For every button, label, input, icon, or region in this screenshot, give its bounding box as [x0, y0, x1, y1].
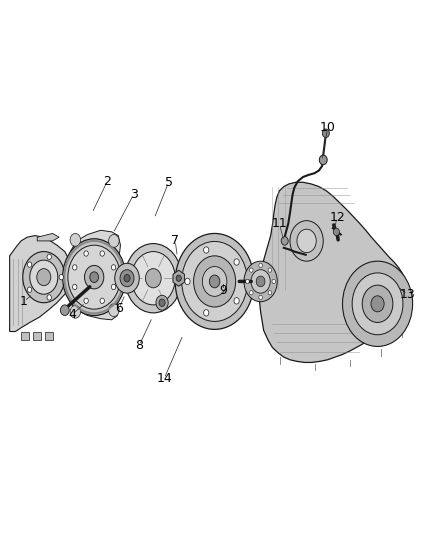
Polygon shape: [45, 332, 53, 340]
Circle shape: [256, 276, 265, 287]
Circle shape: [63, 239, 126, 316]
Circle shape: [244, 261, 277, 302]
Circle shape: [109, 304, 119, 317]
Circle shape: [23, 252, 65, 303]
Circle shape: [131, 252, 175, 305]
Circle shape: [371, 296, 384, 312]
Circle shape: [111, 265, 116, 270]
Circle shape: [73, 284, 77, 289]
Circle shape: [259, 263, 262, 268]
Circle shape: [352, 273, 403, 335]
Circle shape: [250, 290, 253, 295]
Circle shape: [159, 299, 165, 306]
Circle shape: [322, 129, 329, 138]
Circle shape: [125, 244, 182, 313]
Circle shape: [156, 295, 168, 310]
Circle shape: [28, 287, 32, 293]
Circle shape: [115, 263, 139, 293]
Text: 12: 12: [329, 211, 345, 224]
Circle shape: [100, 251, 104, 256]
Circle shape: [37, 269, 51, 286]
Circle shape: [272, 279, 276, 284]
Circle shape: [202, 266, 227, 296]
Circle shape: [246, 279, 249, 284]
Circle shape: [71, 249, 117, 305]
Circle shape: [28, 262, 32, 267]
Polygon shape: [173, 270, 184, 286]
Circle shape: [290, 221, 323, 261]
Text: 2: 2: [103, 175, 111, 188]
Text: 13: 13: [399, 288, 415, 301]
Text: 11: 11: [272, 217, 287, 230]
Circle shape: [90, 272, 99, 282]
Polygon shape: [37, 233, 59, 241]
Text: 10: 10: [320, 122, 336, 134]
Circle shape: [209, 275, 220, 288]
Text: 8: 8: [135, 339, 143, 352]
Circle shape: [204, 247, 209, 253]
Circle shape: [362, 285, 393, 322]
Polygon shape: [69, 230, 120, 320]
Circle shape: [234, 297, 239, 304]
Circle shape: [250, 268, 253, 272]
Text: 9: 9: [219, 284, 227, 297]
Text: 1: 1: [20, 295, 28, 308]
Circle shape: [145, 269, 161, 288]
Circle shape: [100, 298, 104, 303]
Circle shape: [85, 265, 104, 289]
Polygon shape: [258, 182, 407, 362]
Circle shape: [84, 298, 88, 303]
Circle shape: [70, 305, 81, 318]
Polygon shape: [21, 332, 29, 340]
Circle shape: [68, 245, 120, 309]
Polygon shape: [33, 332, 41, 340]
Circle shape: [60, 305, 69, 316]
Circle shape: [47, 254, 51, 260]
Circle shape: [185, 278, 190, 285]
Circle shape: [343, 261, 413, 346]
Circle shape: [70, 233, 81, 246]
Circle shape: [281, 237, 288, 245]
Circle shape: [73, 265, 77, 270]
Text: 4: 4: [68, 308, 76, 321]
Circle shape: [268, 290, 272, 295]
Circle shape: [111, 284, 116, 289]
Circle shape: [251, 270, 270, 293]
Circle shape: [47, 295, 51, 300]
Circle shape: [319, 155, 327, 165]
Text: 3: 3: [130, 188, 138, 201]
Circle shape: [120, 270, 134, 287]
Circle shape: [80, 260, 108, 294]
Circle shape: [182, 241, 247, 321]
Text: 14: 14: [156, 372, 172, 385]
Polygon shape: [10, 236, 71, 332]
Circle shape: [109, 235, 119, 247]
Circle shape: [204, 310, 209, 316]
Circle shape: [259, 295, 262, 300]
Circle shape: [59, 274, 64, 280]
Circle shape: [268, 268, 272, 272]
Circle shape: [297, 229, 316, 253]
Circle shape: [333, 228, 339, 236]
Circle shape: [124, 274, 130, 282]
Text: 5: 5: [165, 176, 173, 189]
Circle shape: [84, 251, 88, 256]
Circle shape: [194, 256, 236, 307]
Text: 7: 7: [171, 235, 179, 247]
Circle shape: [30, 260, 58, 294]
Text: 6: 6: [115, 302, 123, 314]
Circle shape: [176, 275, 181, 281]
Circle shape: [234, 259, 239, 265]
Circle shape: [175, 233, 254, 329]
